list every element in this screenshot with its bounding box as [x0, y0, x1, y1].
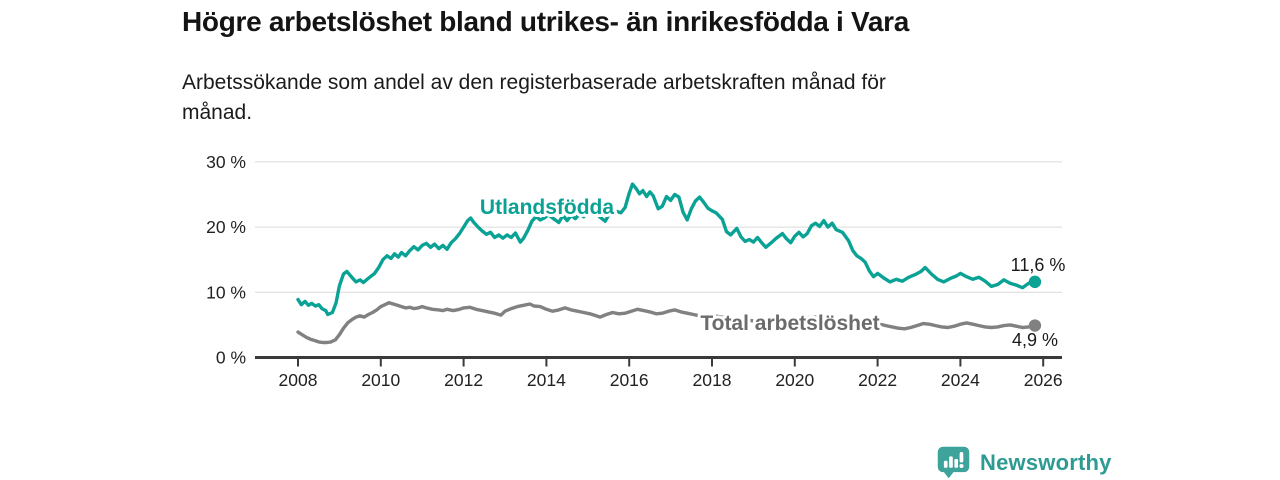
gridlines: 0 % 10 % 20 % 30 % — [206, 152, 1062, 368]
chart-subtitle: Arbetssökande som andel av den registerb… — [182, 68, 886, 128]
chart-title: Högre arbetslöshet bland utrikes- än inr… — [182, 6, 909, 37]
x-tick-label: 2018 — [693, 370, 732, 390]
end-value-label-utlandsfodda: 11,6 % — [1011, 255, 1066, 275]
series-end-dot-total — [1028, 319, 1042, 332]
x-tick-label: 2022 — [858, 370, 897, 390]
x-tick-label: 2026 — [1024, 370, 1063, 390]
series-lines — [296, 182, 1042, 345]
y-tick-label: 10 % — [206, 282, 246, 302]
series-label-total-arbetsloshet: Total arbetslöshet — [700, 312, 879, 335]
x-tick-label: 2024 — [941, 370, 980, 390]
x-tick-label: 2014 — [527, 370, 566, 390]
series-label-utlandsfodda: Utlandsfödda — [480, 196, 614, 219]
series-end-dot-utlandsfodda — [1028, 275, 1042, 289]
y-tick-label: 30 % — [206, 152, 246, 172]
newsworthy-wordmark: Newsworthy — [980, 449, 1112, 475]
chart-subtitle-line1: Arbetssökande som andel av den registerb… — [182, 71, 886, 94]
y-tick-label: 20 % — [206, 217, 246, 237]
x-tick-label: 2012 — [444, 370, 483, 390]
x-tick-label: 2010 — [361, 370, 400, 390]
newsworthy-logo[interactable]: Newsworthy — [936, 445, 1112, 480]
newsworthy-bar-chart-icon — [937, 446, 970, 479]
x-tick-label: 2016 — [610, 370, 649, 390]
x-tick-label: 2008 — [279, 370, 318, 390]
chart-subtitle-line2: månad. — [182, 101, 253, 124]
y-tick-label: 0 % — [216, 348, 246, 368]
x-tick-label: 2020 — [775, 370, 814, 390]
series-line-utlandsfodda — [296, 182, 1037, 317]
x-axis: 2008 2010 2012 2014 2016 2018 2020 2022 2024 2026 — [255, 356, 1063, 390]
series-line-total — [296, 301, 1037, 345]
end-value-label-total: 4,9 % — [1012, 330, 1058, 350]
